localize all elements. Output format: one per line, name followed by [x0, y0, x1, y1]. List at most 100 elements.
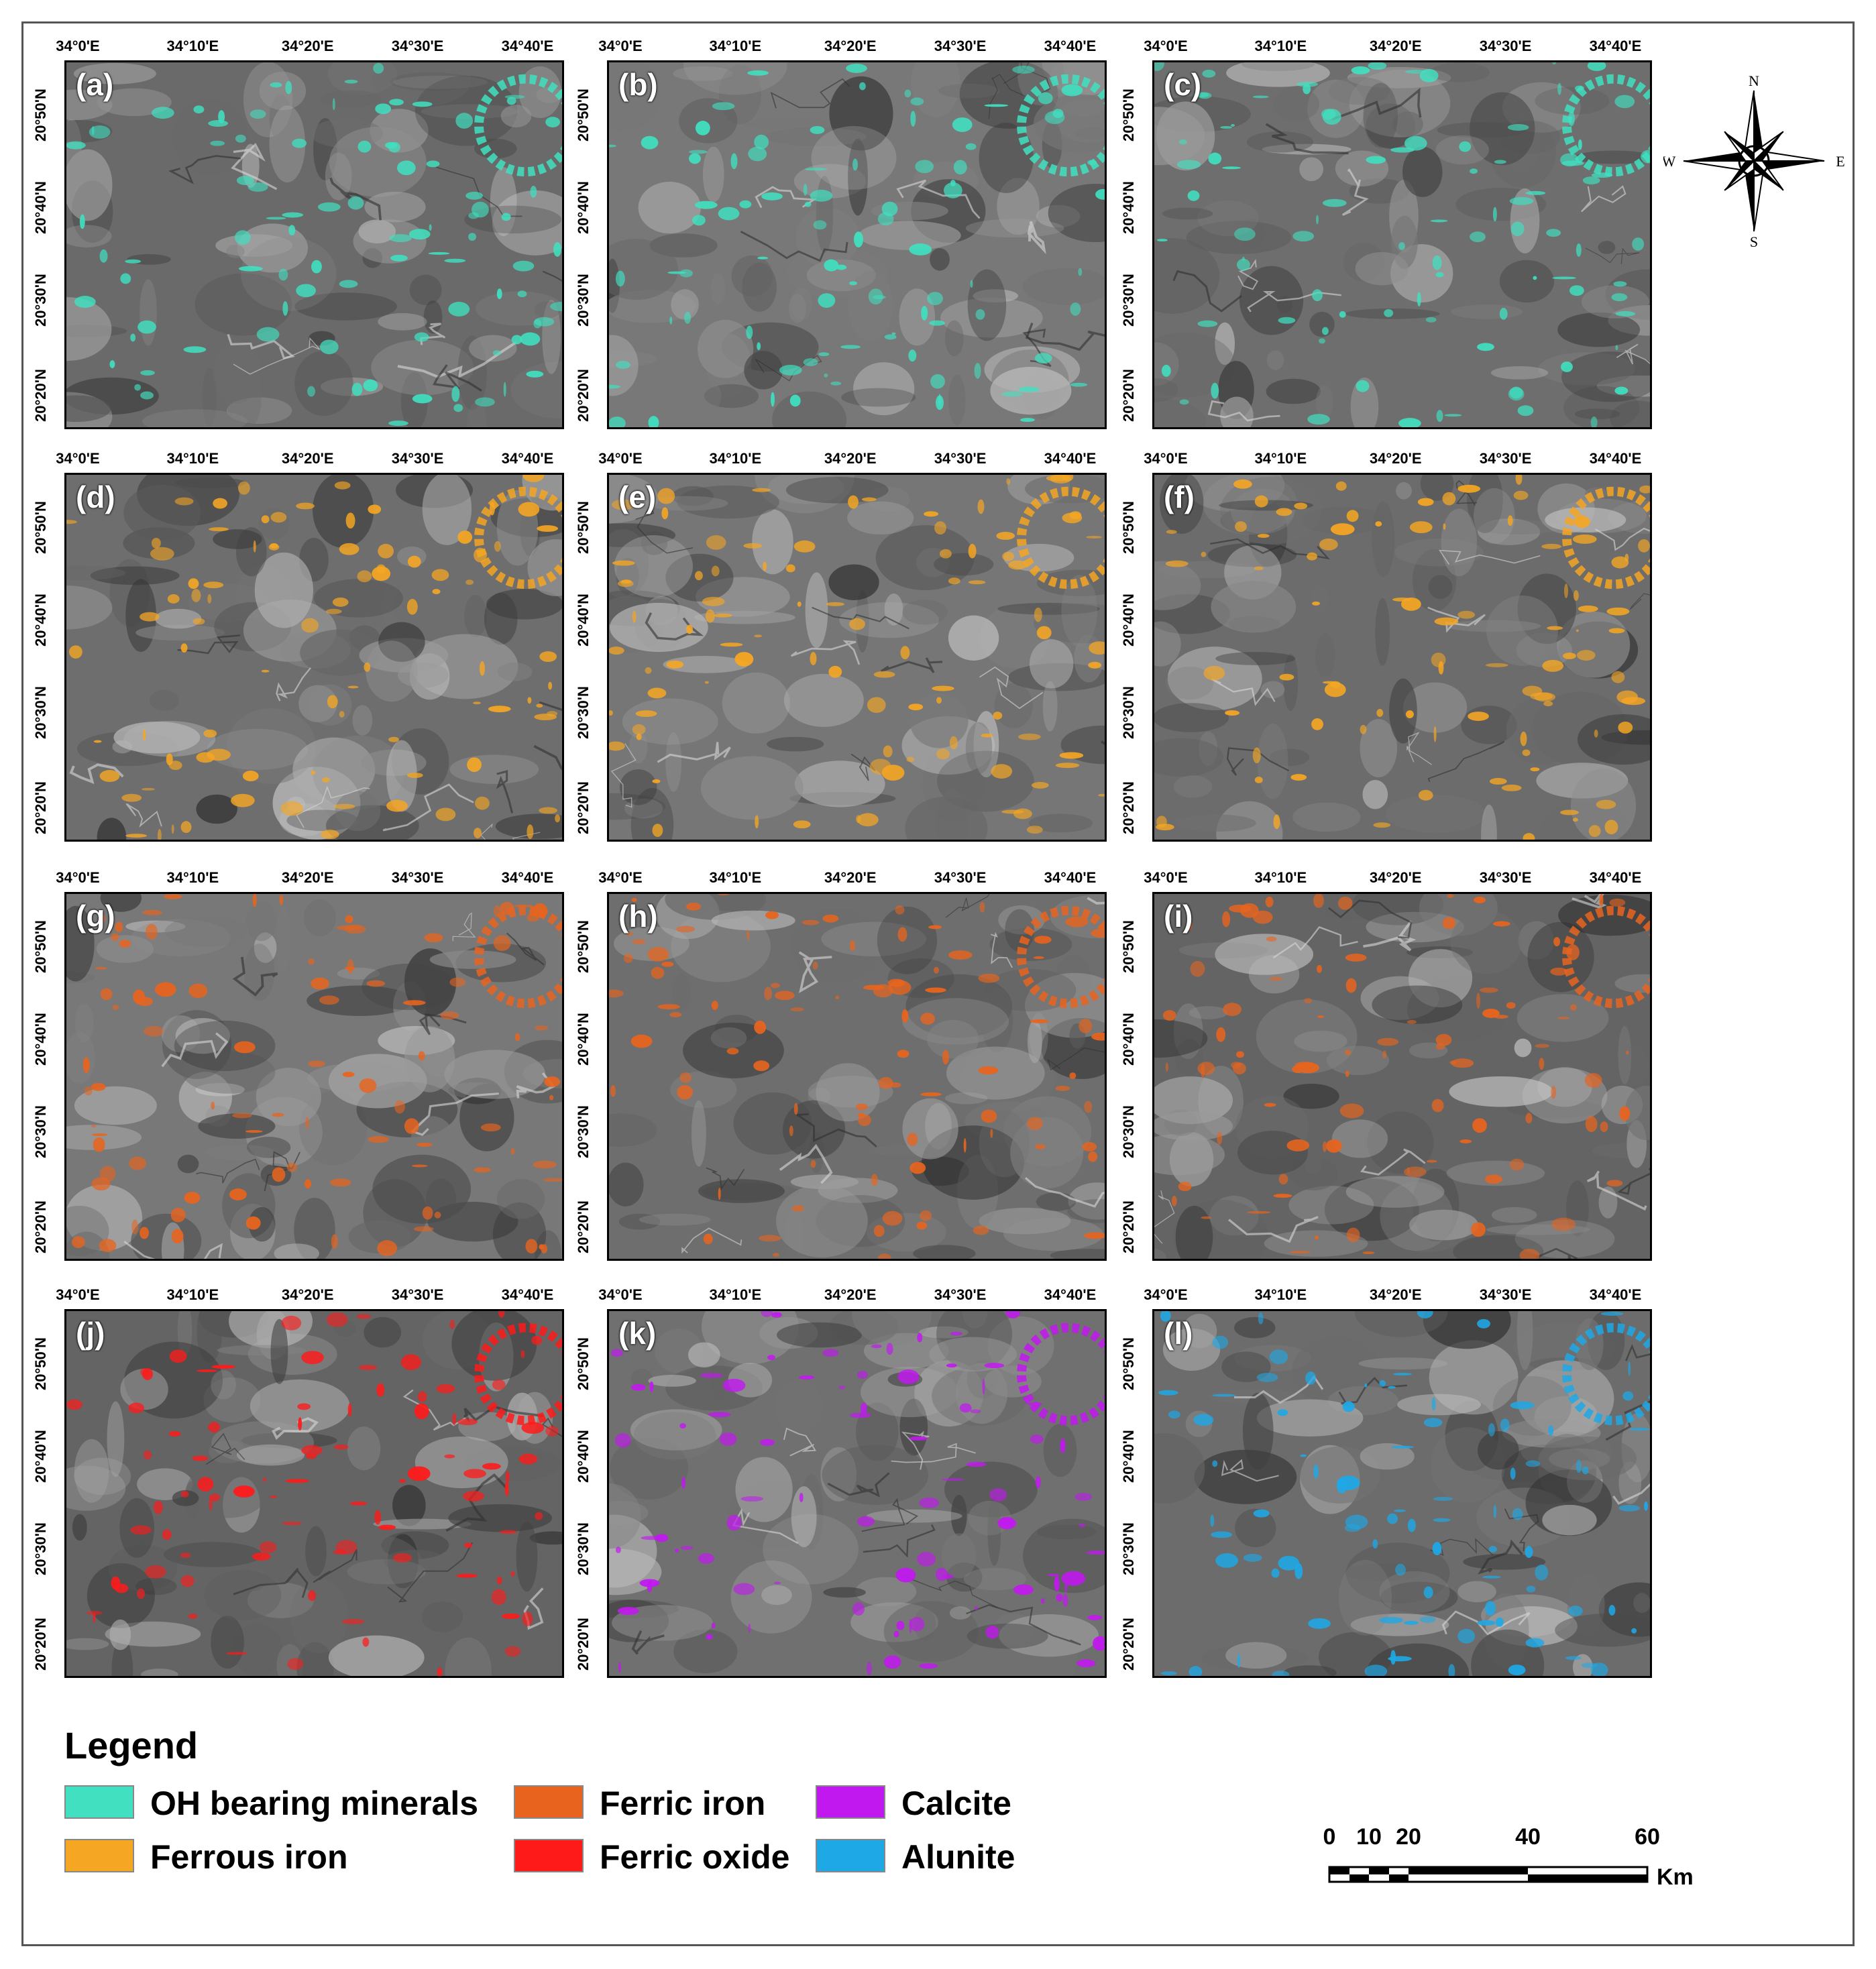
map-panel: (b) — [607, 60, 1107, 429]
x-tick-label: 34°40'E — [1044, 869, 1097, 886]
x-tick-label: 34°0'E — [1144, 450, 1188, 467]
legend-label: Alunite — [901, 1838, 1015, 1876]
y-tick-label: 20°30'N — [575, 273, 592, 327]
y-tick-label: 20°40'N — [32, 1013, 49, 1066]
x-tick-label: 34°20'E — [824, 38, 877, 54]
x-tick-label: 34°10'E — [1254, 1286, 1307, 1303]
x-tick-label: 34°10'E — [1254, 38, 1307, 54]
legend-swatch — [816, 1785, 885, 1819]
y-tick-label: 20°50'N — [575, 501, 592, 555]
y-tick-label: 20°50'N — [1120, 1337, 1137, 1391]
panel-label: (c) — [1164, 67, 1202, 102]
y-tick-label: 20°30'N — [575, 685, 592, 739]
y-tick-label: 20°20'N — [32, 369, 49, 423]
y-tick-label: 20°30'N — [1120, 1105, 1137, 1158]
x-tick-label: 34°10'E — [1254, 869, 1307, 886]
y-tick-label: 20°40'N — [1120, 1013, 1137, 1066]
x-tick-label: 34°10'E — [166, 1286, 219, 1303]
x-tick-label: 34°40'E — [501, 869, 554, 886]
legend-swatch — [514, 1785, 584, 1819]
x-tick-label: 34°30'E — [1479, 1286, 1532, 1303]
x-tick-label: 34°0'E — [598, 450, 643, 467]
y-tick-label: 20°50'N — [32, 501, 49, 555]
y-tick-label: 20°40'N — [32, 594, 49, 646]
x-tick-label: 34°10'E — [709, 869, 762, 886]
panel-label: (b) — [618, 67, 658, 102]
x-tick-label: 34°0'E — [598, 38, 643, 54]
legend-label: Calcite — [901, 1785, 1011, 1822]
x-tick-label: 34°40'E — [501, 1286, 554, 1303]
y-tick-label: 20°30'N — [32, 1522, 49, 1575]
y-tick-label: 20°50'N — [32, 920, 49, 974]
panel-label: (l) — [1164, 1316, 1193, 1351]
y-tick-label: 20°50'N — [1120, 89, 1137, 142]
y-tick-label: 20°20'N — [32, 781, 49, 835]
x-tick-label: 34°20'E — [824, 1286, 877, 1303]
legend-label: Ferrous iron — [150, 1838, 348, 1876]
legend: Legend OH bearing minerals Ferric iron C… — [64, 1724, 1070, 1925]
x-tick-label: 34°0'E — [598, 1286, 643, 1303]
panel-label: (a) — [76, 67, 114, 102]
x-tick-label: 34°10'E — [1254, 450, 1307, 467]
y-tick-label: 20°30'N — [1120, 1522, 1137, 1575]
y-tick-label: 20°50'N — [32, 1337, 49, 1391]
x-tick-label: 34°0'E — [56, 1286, 100, 1303]
y-tick-label: 20°40'N — [575, 594, 592, 646]
panel-label: (k) — [618, 1316, 657, 1351]
x-tick-label: 34°30'E — [1479, 450, 1532, 467]
y-tick-label: 20°50'N — [1120, 501, 1137, 555]
x-tick-label: 34°30'E — [1479, 38, 1532, 54]
compass-n: N — [1749, 74, 1759, 89]
legend-swatch — [64, 1839, 134, 1872]
y-tick-label: 20°30'N — [1120, 685, 1137, 739]
scale-bar: 0 10 20 40 60 Km — [1315, 1824, 1784, 1905]
y-tick-label: 20°30'N — [575, 1522, 592, 1575]
x-tick-label: 34°0'E — [56, 450, 100, 467]
legend-swatch — [816, 1839, 885, 1872]
x-tick-label: 34°20'E — [281, 450, 334, 467]
y-tick-label: 20°40'N — [1120, 1430, 1137, 1483]
legend-swatch — [64, 1785, 134, 1819]
x-tick-label: 34°40'E — [501, 450, 554, 467]
legend-title: Legend — [64, 1724, 199, 1766]
y-tick-label: 20°20'N — [575, 1618, 592, 1671]
scale-tick-60: 60 — [1635, 1824, 1660, 1850]
x-tick-label: 34°10'E — [166, 38, 219, 54]
x-tick-label: 34°20'E — [824, 869, 877, 886]
scale-tick-0: 0 — [1323, 1824, 1336, 1850]
y-tick-label: 20°40'N — [575, 1430, 592, 1483]
map-panel: (d) — [64, 473, 564, 842]
panel-label: (f) — [1164, 480, 1195, 514]
compass-w: W — [1663, 153, 1676, 170]
x-tick-label: 34°30'E — [934, 450, 987, 467]
x-tick-label: 34°30'E — [934, 869, 987, 886]
map-panel: (c) — [1152, 60, 1652, 429]
map-panel: (e) — [607, 473, 1107, 842]
x-tick-label: 34°30'E — [934, 38, 987, 54]
x-tick-label: 34°40'E — [1044, 1286, 1097, 1303]
x-tick-label: 34°20'E — [281, 1286, 334, 1303]
scale-bar-graphic — [1328, 1866, 1649, 1883]
legend-label: OH bearing minerals — [150, 1785, 479, 1822]
y-tick-label: 20°20'N — [1120, 1200, 1137, 1254]
x-tick-label: 34°10'E — [166, 450, 219, 467]
y-tick-label: 20°20'N — [575, 1200, 592, 1254]
y-tick-label: 20°50'N — [32, 89, 49, 142]
y-tick-label: 20°20'N — [1120, 369, 1137, 423]
y-tick-label: 20°30'N — [1120, 273, 1137, 327]
x-tick-label: 34°20'E — [824, 450, 877, 467]
panel-label: (d) — [76, 480, 115, 514]
panel-label: (e) — [618, 480, 657, 514]
map-panel: (j) — [64, 1309, 564, 1678]
x-tick-label: 34°0'E — [1144, 38, 1188, 54]
y-tick-label: 20°30'N — [575, 1105, 592, 1158]
y-tick-label: 20°20'N — [575, 781, 592, 835]
x-tick-label: 34°30'E — [934, 1286, 987, 1303]
x-tick-label: 34°20'E — [281, 38, 334, 54]
x-tick-label: 34°10'E — [709, 450, 762, 467]
x-tick-label: 34°40'E — [501, 38, 554, 54]
map-panel: (g) — [64, 892, 564, 1261]
panel-label: (g) — [76, 899, 115, 934]
x-tick-label: 34°0'E — [1144, 869, 1188, 886]
figure-frame — [21, 21, 1855, 1946]
